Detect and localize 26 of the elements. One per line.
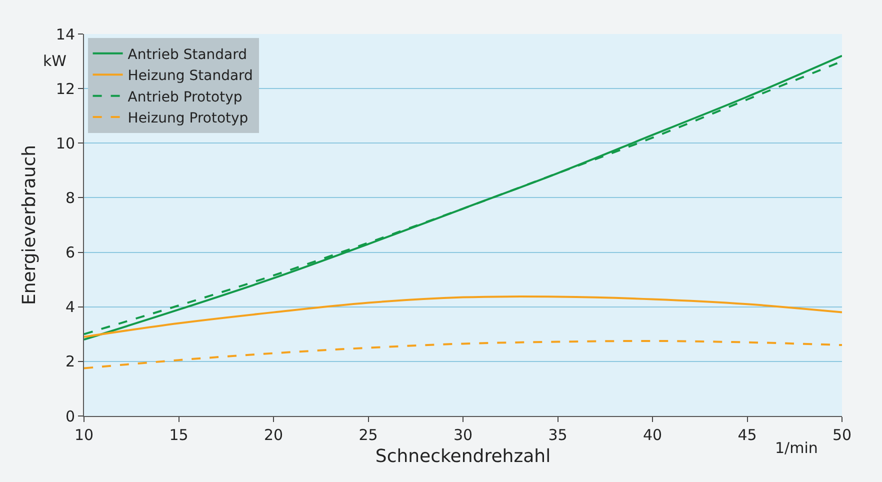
line-series — [84, 340, 842, 370]
y-tick-label: 2 — [65, 352, 75, 371]
y-axis-title: Energieverbrauch — [19, 144, 40, 306]
line-series — [84, 296, 842, 338]
legend-label: Heizung Standard — [128, 68, 253, 84]
text: kW — [43, 52, 67, 70]
y-tick-label: 6 — [65, 244, 75, 262]
y-tick-label: 0 — [65, 407, 75, 426]
y-tick-label: 4 — [65, 298, 75, 316]
y-tick-label: 14 — [56, 25, 75, 44]
x-tick-label: 45 — [738, 426, 757, 444]
x-tick-label: 25 — [358, 426, 378, 444]
x-tick-label: 50 — [832, 426, 852, 444]
y-tick-label: 10 — [56, 134, 75, 152]
x-tick-label: 35 — [548, 426, 568, 444]
legend-label: Heizung Prototyp — [128, 110, 248, 126]
x-axis-title: Schneckendrehzahl — [375, 446, 551, 468]
y-tick-label: 8 — [65, 188, 75, 207]
y-tick-label: 12 — [56, 80, 75, 98]
x-tick-label: 20 — [264, 426, 284, 444]
x-tick-label: 30 — [453, 426, 473, 444]
x-tick-label: 15 — [169, 426, 188, 444]
text: 1/min — [775, 439, 818, 457]
x-tick-label: 40 — [642, 426, 662, 444]
legend-label: Antrieb Prototyp — [128, 89, 242, 106]
legend-label: Antrieb Standard — [128, 46, 248, 63]
